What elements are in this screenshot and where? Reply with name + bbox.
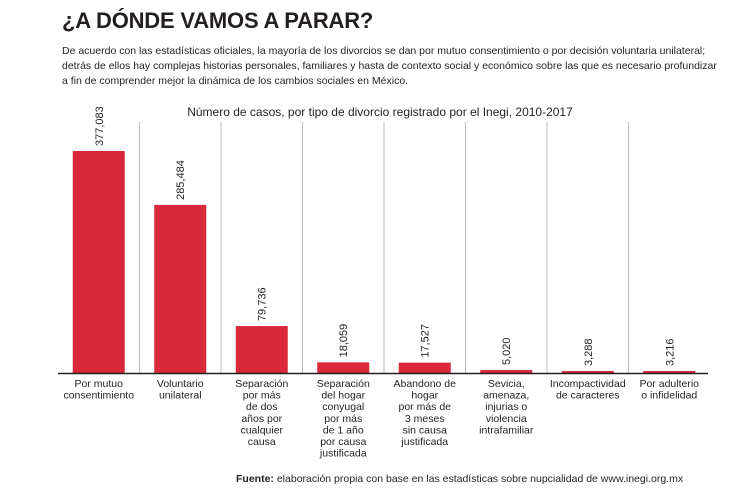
chart-title: Número de casos, por tipo de divorcio re…	[187, 105, 573, 119]
category-label: Incompactividad de caracteres	[550, 378, 626, 402]
data-label: 5,020	[501, 338, 513, 366]
chart-gridlines	[139, 122, 629, 373]
data-label: 3,216	[664, 338, 676, 366]
data-label: 377,083	[94, 106, 106, 146]
data-label: 17,527	[420, 324, 432, 358]
category-label: Separación del hogar conyugal por más de 1 a…	[317, 378, 370, 460]
chart-bars	[72, 151, 696, 373]
bar	[480, 370, 533, 373]
bar	[643, 371, 696, 373]
bar	[235, 326, 288, 373]
intro-line: detrás de ellos hay complejas historias …	[62, 60, 717, 72]
bar-chart: Número de casos, por tipo de divorcio re…	[58, 105, 708, 460]
data-label: 79,736	[257, 287, 269, 321]
chart-category-labels: Por mutuo consentimiento Voluntario unilate…	[63, 378, 699, 460]
category-label: Por mutuo consentimiento	[63, 378, 134, 402]
intro-line: a fin de comprender mejor la dinámica de…	[62, 75, 409, 87]
data-label: 3,288	[583, 338, 595, 366]
category-label: Separación por más de dos años por cualquier…	[235, 378, 288, 448]
source-text: elaboración propia con base en las estad…	[273, 473, 684, 485]
bar	[561, 371, 614, 373]
bar	[154, 204, 207, 373]
bar	[398, 362, 451, 373]
category-label: Voluntario unilateral	[157, 378, 204, 402]
chart-value-labels: 377,083 285,484 79,736 18,059 17,527 5,020 3,2…	[94, 106, 677, 366]
page-title: ¿A DÓNDE VAMOS A PARAR?	[62, 8, 374, 33]
source-note: Fuente: elaboración propia con base en l…	[236, 473, 683, 485]
category-label: Por adulterio o infidelidad	[639, 378, 699, 402]
intro-line: De acuerdo con las estadísticas oficiale…	[62, 45, 706, 57]
data-label: 18,059	[338, 324, 350, 358]
data-label: 285,484	[175, 160, 187, 200]
bar	[317, 362, 370, 373]
source-label: Fuente:	[236, 473, 274, 485]
category-label: Abandono de hogar por más de 3 meses sin cau…	[394, 378, 457, 448]
bar	[72, 151, 125, 373]
category-label: Sevicia, amenaza, injurias o violencia intra…	[479, 378, 534, 436]
intro-paragraph: De acuerdo con las estadísticas oficiale…	[62, 44, 722, 89]
